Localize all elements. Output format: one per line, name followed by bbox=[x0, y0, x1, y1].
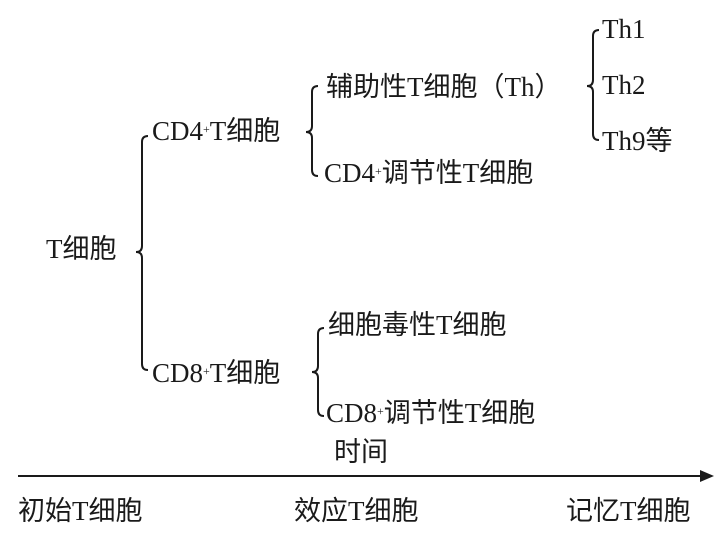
node-helper-t-cell: 辅助性T细胞（Th） bbox=[326, 72, 562, 102]
node-cytotoxic-t-cell: 细胞毒性T细胞 bbox=[328, 310, 507, 340]
node-th9-etc: Th9等 bbox=[602, 126, 673, 156]
cd4reg-suffix: 调节性T细胞 bbox=[381, 158, 534, 188]
cd8reg-sup: + bbox=[377, 404, 384, 418]
cd8-prefix: CD8 bbox=[152, 358, 204, 388]
cd8-suffix: T细胞 bbox=[209, 358, 281, 388]
cd4-suffix: T细胞 bbox=[209, 116, 281, 146]
cd4reg-sup: + bbox=[375, 164, 382, 178]
node-cd4-regulatory: CD4+调节性T细胞 bbox=[324, 158, 533, 188]
cd8reg-prefix: CD8 bbox=[326, 398, 378, 428]
cd8reg-suffix: 调节性T细胞 bbox=[383, 398, 536, 428]
node-cd8-t-cell: CD8+T细胞 bbox=[152, 358, 280, 388]
brace-cd4 bbox=[305, 85, 319, 177]
cd4-sup: + bbox=[203, 122, 210, 136]
brace-th bbox=[586, 29, 600, 141]
node-t-cell: T细胞 bbox=[46, 234, 117, 264]
node-cd8-regulatory: CD8+调节性T细胞 bbox=[326, 398, 535, 428]
brace-root bbox=[135, 135, 149, 371]
stage-memory: 记忆T细胞 bbox=[566, 496, 691, 526]
cd8-sup: + bbox=[203, 364, 210, 378]
time-axis-arrowhead bbox=[700, 470, 714, 482]
node-cd4-t-cell: CD4+T细胞 bbox=[152, 116, 280, 146]
node-th1: Th1 bbox=[602, 14, 646, 44]
time-axis-label: 时间 bbox=[334, 437, 388, 467]
stage-effector: 效应T细胞 bbox=[294, 496, 419, 526]
cd4-prefix: CD4 bbox=[152, 116, 204, 146]
brace-cd8 bbox=[311, 327, 325, 417]
node-th2: Th2 bbox=[602, 70, 646, 100]
cd4reg-prefix: CD4 bbox=[324, 158, 376, 188]
stage-naive: 初始T细胞 bbox=[18, 496, 143, 526]
